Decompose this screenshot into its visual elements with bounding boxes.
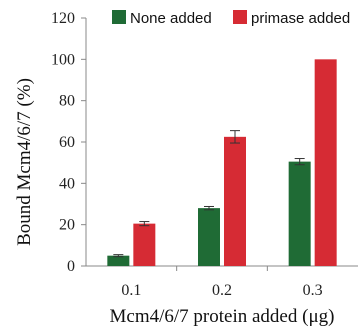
bar-primase-added bbox=[314, 59, 337, 267]
x-tick-label: 0.3 bbox=[303, 282, 323, 299]
legend-label: primase added bbox=[251, 10, 350, 27]
bar-primase-added bbox=[224, 136, 246, 266]
bar-primase-added bbox=[133, 223, 156, 266]
axes: 0 20 40 60 80 100 120 0.1 0.2 0.3 bbox=[51, 10, 358, 299]
y-tick-label: 0 bbox=[67, 258, 75, 275]
legend-swatch bbox=[112, 10, 126, 24]
bar-none-added bbox=[198, 208, 220, 266]
y-tick-label: 40 bbox=[59, 175, 75, 192]
legend: None added primase added bbox=[112, 10, 350, 27]
y-tick-label: 20 bbox=[59, 217, 75, 234]
bar-none-added bbox=[107, 255, 130, 266]
y-axis-title: Bound Mcm4/6/7 (%) bbox=[14, 78, 35, 246]
x-tick-label: 0.1 bbox=[121, 282, 141, 299]
y-tick-label: 100 bbox=[51, 51, 75, 68]
legend-swatch bbox=[233, 10, 247, 24]
x-axis-title: Mcm4/6/7 protein added (μg) bbox=[110, 306, 335, 327]
x-tick-label: 0.2 bbox=[212, 282, 232, 299]
y-tick-label: 120 bbox=[51, 10, 75, 27]
y-tick-label: 80 bbox=[59, 93, 75, 110]
bars bbox=[107, 59, 337, 267]
y-tick-label: 60 bbox=[59, 134, 75, 151]
legend-label: None added bbox=[130, 10, 212, 27]
bar-none-added bbox=[288, 161, 311, 266]
